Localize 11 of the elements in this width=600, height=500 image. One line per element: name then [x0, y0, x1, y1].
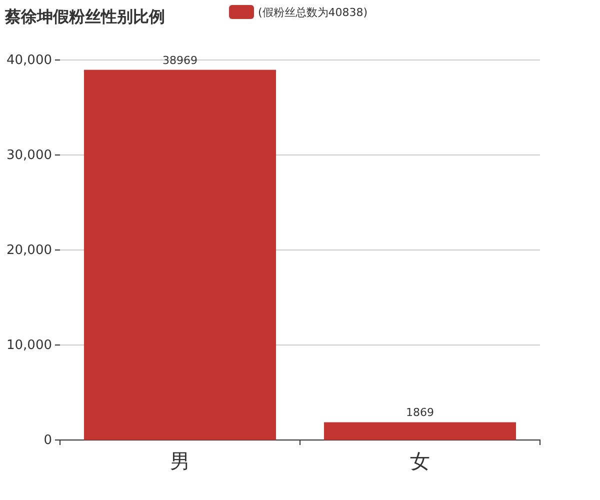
legend-label: (假粉丝总数为40838): [258, 6, 368, 19]
y-tick-label: 20,000: [6, 243, 52, 258]
y-tick-label: 0: [44, 433, 52, 448]
y-tick-label: 40,000: [6, 53, 52, 68]
chart-title: 蔡徐坤假粉丝性别比例: [4, 7, 165, 26]
y-tick-label: 30,000: [6, 148, 52, 164]
y-tick-label: 10,000: [6, 338, 52, 354]
x-tick-label: 男: [170, 449, 190, 473]
data-label: 38969: [162, 54, 198, 67]
data-label: 1869: [406, 406, 434, 420]
x-tick-label: 女: [410, 449, 430, 473]
